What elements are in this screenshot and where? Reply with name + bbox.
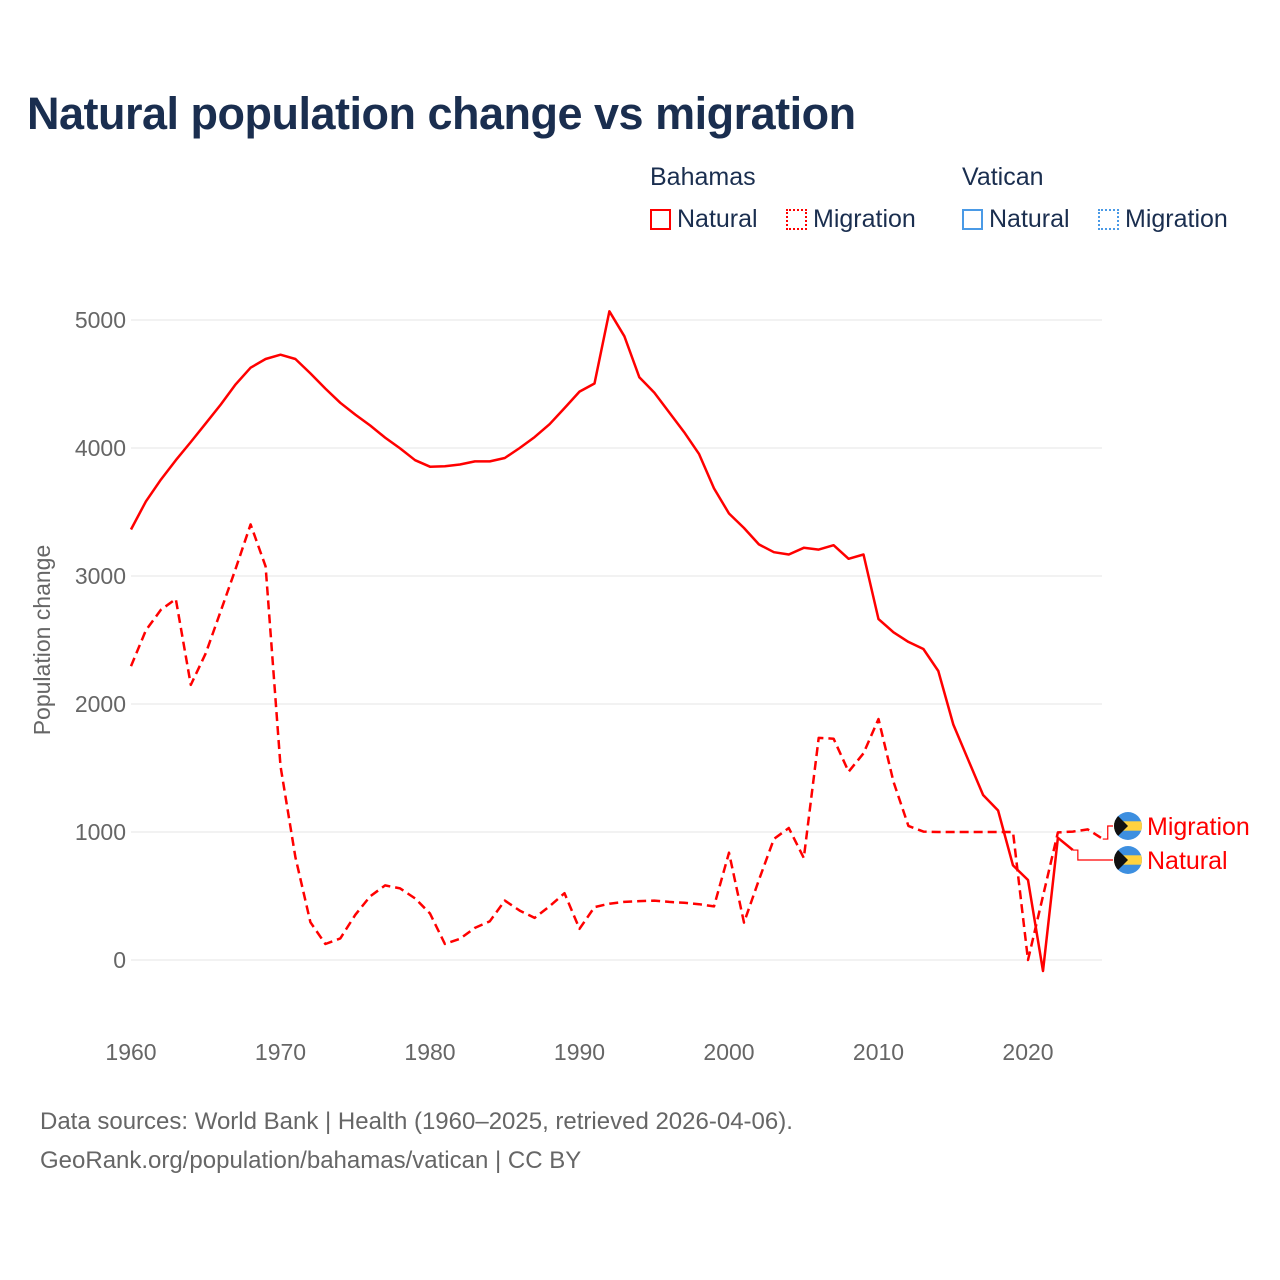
legend-bahamas-migration[interactable]: Migration [786, 205, 916, 234]
y-axis-label: Population change [29, 545, 55, 736]
chart-plot: 0 1000 2000 3000 4000 5000 1960 1970 1980 1990 20… [29, 307, 1250, 1065]
y-tick-label: 4000 [75, 435, 126, 461]
legend-swatch-solid [962, 209, 983, 230]
x-tick-label: 1960 [105, 1039, 156, 1065]
x-tick-label: 1970 [255, 1039, 306, 1065]
x-tick-label: 1980 [404, 1039, 455, 1065]
series-line-natural [129, 310, 1074, 973]
legend-label: Migration [813, 205, 916, 233]
y-tick-label: 2000 [75, 691, 126, 717]
legend-swatch-dotted [786, 209, 807, 230]
x-tick-label: 2020 [1002, 1039, 1053, 1065]
legend-bahamas-natural[interactable]: Natural [650, 205, 758, 234]
legend-group-bahamas: Bahamas [650, 163, 756, 191]
y-tick-label: 1000 [75, 819, 126, 845]
x-tick-label: 1990 [554, 1039, 605, 1065]
legend-swatch-dotted [1098, 209, 1119, 230]
y-tick-label: 0 [113, 947, 126, 973]
x-tick-label: 2010 [853, 1039, 904, 1065]
label-leader-line [1072, 849, 1113, 861]
footer-url[interactable]: GeoRank.org/population/bahamas/vatican |… [40, 1147, 582, 1174]
label-leader-line [1102, 825, 1113, 840]
legend-vatican-migration[interactable]: Migration [1098, 205, 1228, 234]
end-label-natural: Natural [1147, 847, 1228, 875]
end-label-migration: Migration [1147, 813, 1250, 841]
y-tick-label: 5000 [75, 307, 126, 333]
legend-vatican-natural[interactable]: Natural [962, 205, 1070, 234]
chart-title: Natural population change vs migration [27, 88, 856, 139]
legend-group-vatican: Vatican [962, 163, 1044, 191]
bahamas-flag-icon [1114, 812, 1142, 840]
bahamas-flag-icon [1114, 846, 1142, 874]
legend-label: Natural [677, 205, 758, 233]
legend-label: Natural [989, 205, 1070, 233]
footer-source: Data sources: World Bank | Health (1960–… [40, 1108, 793, 1135]
legend-swatch-solid [650, 209, 671, 230]
x-tick-label: 2000 [703, 1039, 754, 1065]
series-line-migration [129, 523, 1104, 962]
legend-label: Migration [1125, 205, 1228, 233]
y-tick-label: 3000 [75, 563, 126, 589]
